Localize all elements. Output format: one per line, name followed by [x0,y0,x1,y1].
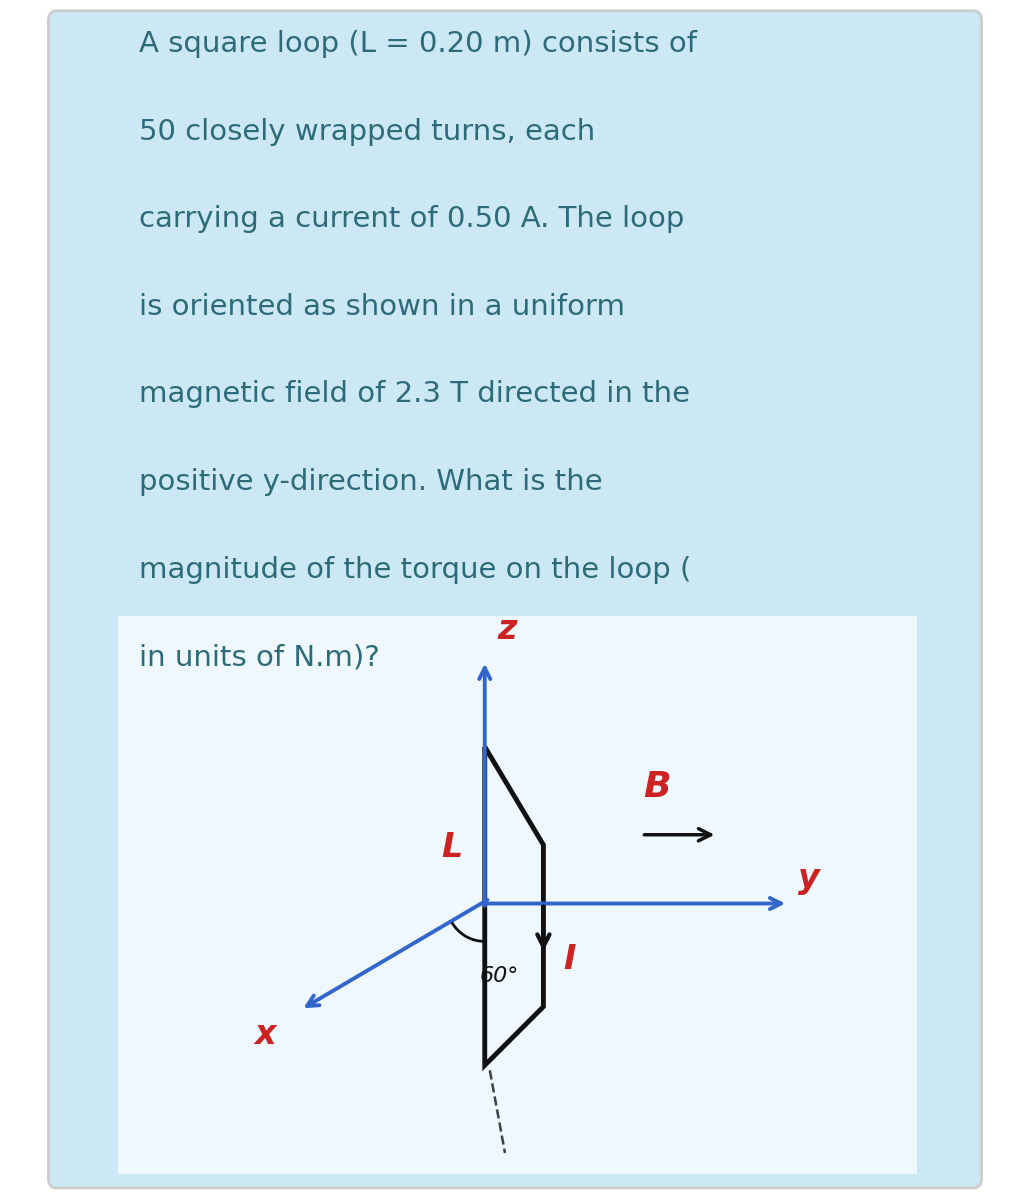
Text: y: y [798,863,820,895]
Text: z: z [496,613,516,646]
Text: magnetic field of 2.3 T directed in the: magnetic field of 2.3 T directed in the [139,380,690,408]
Text: in units of N.m)?: in units of N.m)? [139,643,380,671]
Text: I: I [563,943,576,976]
FancyBboxPatch shape [48,11,982,1188]
Text: carrying a current of 0.50 A. The loop: carrying a current of 0.50 A. The loop [139,205,684,233]
Text: A square loop (L = 0.20 m) consists of: A square loop (L = 0.20 m) consists of [139,30,697,58]
Text: L: L [441,832,462,864]
Text: positive y-direction. What is the: positive y-direction. What is the [139,468,603,496]
Bar [118,616,917,1174]
Text: x: x [254,1018,276,1051]
Text: magnitude of the torque on the loop (: magnitude of the torque on the loop ( [139,556,691,583]
Text: 50 closely wrapped turns, each: 50 closely wrapped turns, each [139,118,595,145]
Text: 60°: 60° [480,966,519,986]
Text: B: B [643,770,671,804]
Text: is oriented as shown in a uniform: is oriented as shown in a uniform [139,293,625,320]
